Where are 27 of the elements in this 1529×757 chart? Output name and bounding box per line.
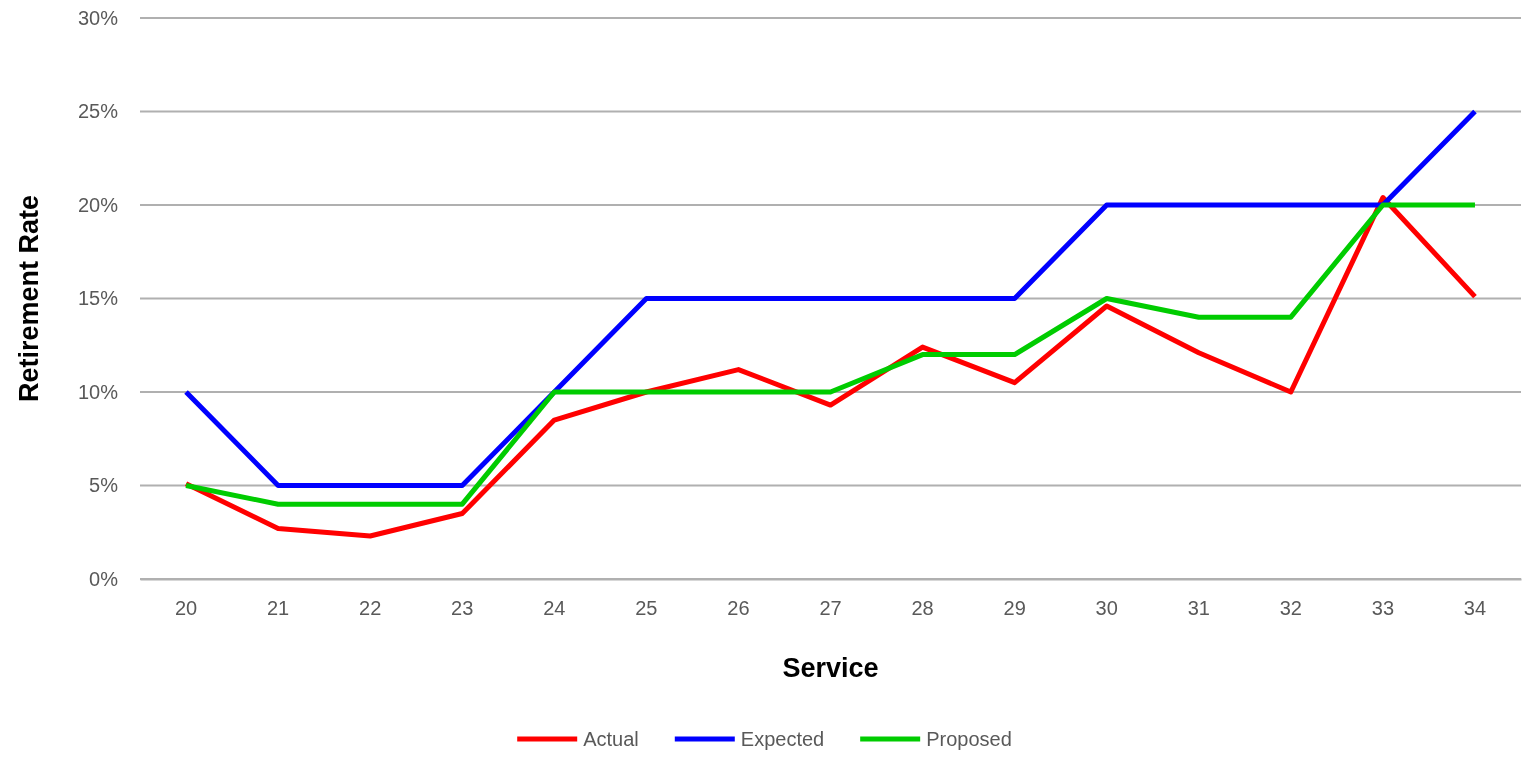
y-tick-label: 20% bbox=[77, 193, 119, 216]
y-tick-label: 5% bbox=[89, 474, 119, 497]
x-tick-label: 25 bbox=[635, 597, 658, 620]
y-axis-title: Retirement Rate bbox=[14, 194, 44, 403]
x-tick-label: 29 bbox=[1003, 597, 1026, 620]
x-tick-label: 26 bbox=[727, 597, 750, 620]
y-tick-label: 25% bbox=[77, 100, 119, 123]
x-axis-title: Service bbox=[782, 653, 879, 683]
x-tick-label: 21 bbox=[266, 597, 290, 620]
legend-label: Actual bbox=[583, 728, 639, 750]
x-tick-label: 34 bbox=[1463, 597, 1487, 620]
x-tick-label: 28 bbox=[911, 597, 934, 620]
legend-label: Proposed bbox=[926, 728, 1012, 750]
x-tick-label: 27 bbox=[819, 597, 842, 620]
x-tick-label: 20 bbox=[174, 597, 198, 620]
x-tick-label: 33 bbox=[1371, 597, 1395, 620]
x-tick-label: 31 bbox=[1187, 597, 1210, 620]
legend-label: Expected bbox=[740, 728, 825, 750]
y-tick-label: 15% bbox=[77, 287, 119, 310]
x-tick-label: 32 bbox=[1279, 597, 1302, 620]
x-tick-label: 22 bbox=[359, 597, 382, 620]
y-tick-label: 10% bbox=[77, 380, 119, 403]
x-tick-label: 24 bbox=[543, 597, 566, 620]
x-tick-label: 30 bbox=[1095, 597, 1118, 620]
x-tick-label: 23 bbox=[451, 597, 474, 620]
y-tick-label: 30% bbox=[77, 6, 119, 29]
y-tick-label: 0% bbox=[89, 567, 119, 590]
